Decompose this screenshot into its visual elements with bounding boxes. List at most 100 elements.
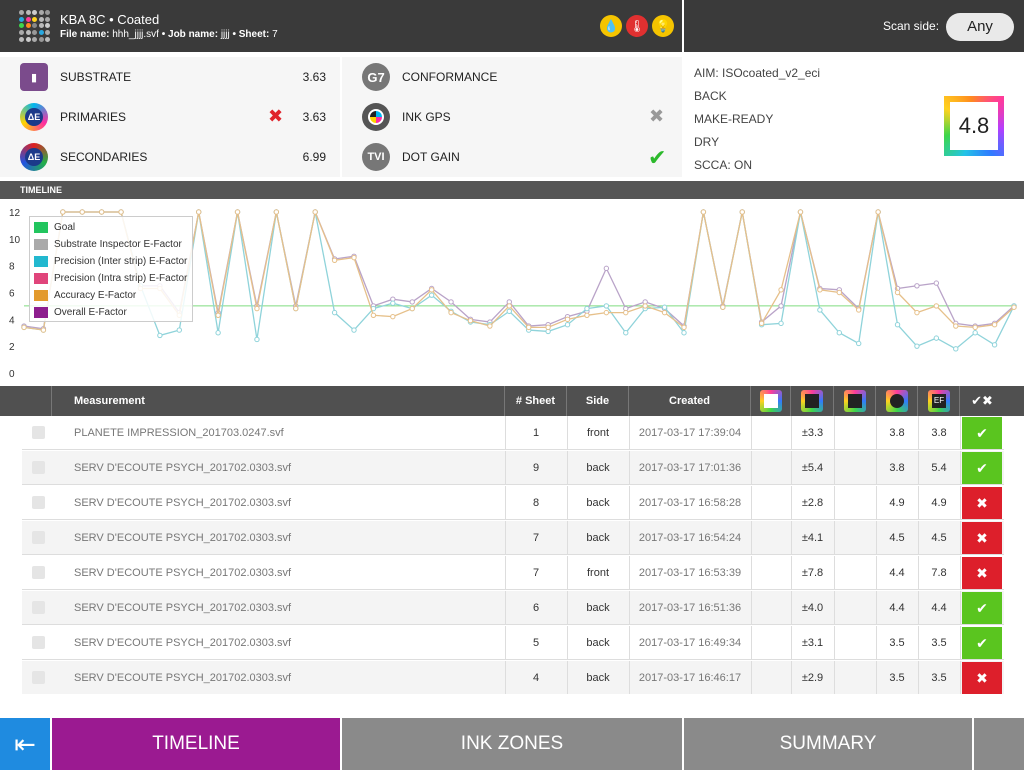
ef-column-header[interactable]: EF	[918, 386, 960, 416]
series-point[interactable]	[623, 309, 629, 316]
table-row[interactable]: SERV D'ECOUTE PSYCH_201702.0303.svf 5 back…	[22, 626, 1004, 660]
series-point[interactable]	[526, 324, 532, 331]
series-point[interactable]	[933, 335, 940, 341]
lightbulb-icon[interactable]: 💡	[652, 15, 674, 37]
metric-ink-gps[interactable]: INK GPS ✖	[342, 97, 682, 137]
series-point[interactable]	[1011, 304, 1017, 310]
series-point[interactable]	[991, 342, 998, 348]
series-point[interactable]	[953, 323, 959, 329]
measurement-column-header[interactable]: Measurement	[52, 386, 505, 416]
sheet-column-header[interactable]: # Sheet	[505, 386, 567, 416]
series-point[interactable]	[817, 307, 823, 313]
series-point[interactable]	[856, 340, 862, 347]
series-point[interactable]	[603, 309, 610, 316]
series-point[interactable]	[215, 330, 221, 336]
score-badge[interactable]: 4.8	[944, 96, 1004, 156]
series-point[interactable]	[254, 305, 260, 312]
series-point[interactable]	[817, 287, 823, 293]
metric-dot-gain[interactable]: TVI DOT GAIN ✔	[342, 137, 682, 177]
primaries-column-header[interactable]	[791, 386, 834, 416]
table-row[interactable]: SERV D'ECOUTE PSYCH_201702.0303.svf 9 back…	[22, 451, 1004, 485]
series-point[interactable]	[564, 316, 571, 323]
series-point[interactable]	[196, 209, 202, 215]
ink-drop-icon[interactable]: 💧	[600, 15, 622, 37]
row-checkbox[interactable]	[32, 566, 45, 579]
row-checkbox[interactable]	[32, 531, 45, 544]
table-row[interactable]: SERV D'ECOUTE PSYCH_201702.0303.svf 7 back…	[22, 521, 1004, 555]
series-point[interactable]	[234, 209, 241, 215]
row-checkbox[interactable]	[32, 496, 45, 509]
series-point[interactable]	[875, 209, 881, 215]
g7-column-header[interactable]	[876, 386, 918, 416]
series-point[interactable]	[98, 209, 105, 215]
metric-substrate[interactable]: ▮ SUBSTRATE 3.63	[0, 57, 340, 97]
series-point[interactable]	[681, 324, 687, 331]
series-point[interactable]	[972, 330, 978, 336]
series-point[interactable]	[933, 280, 940, 286]
series-point[interactable]	[118, 209, 124, 215]
series-point[interactable]	[681, 330, 687, 336]
series-point[interactable]	[370, 312, 377, 319]
series-point[interactable]	[312, 209, 318, 215]
series-point[interactable]	[351, 254, 357, 261]
series-point[interactable]	[79, 209, 85, 215]
series-point[interactable]	[293, 305, 299, 312]
series-point[interactable]	[661, 309, 668, 316]
row-checkbox[interactable]	[32, 671, 45, 684]
series-point[interactable]	[448, 299, 454, 305]
series-point[interactable]	[642, 303, 648, 309]
metric-primaries[interactable]: ΔE PRIMARIES ✖ 3.63	[0, 97, 340, 137]
series-point[interactable]	[797, 209, 804, 215]
series-point[interactable]	[758, 320, 765, 327]
row-checkbox[interactable]	[32, 636, 45, 649]
substrate-column-header[interactable]	[751, 386, 791, 416]
series-point[interactable]	[545, 324, 551, 331]
legend-item[interactable]: Substrate Inspector E-Factor	[34, 237, 182, 252]
series-point[interactable]	[60, 209, 66, 215]
series-point[interactable]	[428, 292, 435, 298]
series-point[interactable]	[409, 305, 415, 312]
thermometer-icon[interactable]: 🌡	[626, 15, 648, 37]
table-row[interactable]: SERV D'ECOUTE PSYCH_201702.0303.svf 7 fron…	[22, 556, 1004, 590]
series-point[interactable]	[584, 312, 590, 319]
legend-item[interactable]: Precision (Inter strip) E-Factor	[34, 254, 187, 269]
series-point[interactable]	[991, 322, 998, 328]
series-point[interactable]	[603, 265, 610, 272]
series-point[interactable]	[894, 322, 901, 328]
series-point[interactable]	[157, 332, 163, 339]
series-point[interactable]	[778, 320, 784, 327]
metric-secondaries[interactable]: ΔE SECONDARIES 6.99	[0, 137, 340, 177]
series-point[interactable]	[428, 287, 435, 293]
series-point[interactable]	[564, 322, 571, 328]
metric-conformance[interactable]: G7 CONFORMANCE	[342, 57, 682, 97]
series-point[interactable]	[914, 309, 920, 316]
series-point[interactable]	[331, 309, 338, 316]
series-point[interactable]	[836, 330, 842, 336]
table-row[interactable]: SERV D'ECOUTE PSYCH_201702.0303.svf 4 back…	[22, 661, 1004, 694]
legend-item[interactable]: Precision (Intra strip) E-Factor	[34, 271, 187, 286]
row-checkbox[interactable]	[32, 426, 45, 439]
series-point[interactable]	[40, 327, 47, 333]
exit-icon[interactable]: ⇤	[0, 718, 50, 770]
row-checkbox[interactable]	[32, 461, 45, 474]
series-point[interactable]	[506, 303, 512, 309]
series-point[interactable]	[331, 257, 338, 263]
series-point[interactable]	[215, 312, 221, 319]
series-point[interactable]	[856, 307, 862, 313]
table-row[interactable]: SERV D'ECOUTE PSYCH_201702.0303.svf 8 back…	[22, 486, 1004, 520]
series-point[interactable]	[603, 303, 610, 309]
side-column-header[interactable]: Side	[567, 386, 629, 416]
series-point[interactable]	[351, 327, 357, 333]
series-point[interactable]	[953, 346, 959, 352]
legend-item[interactable]: Accuracy E-Factor	[34, 288, 136, 303]
series-point[interactable]	[584, 305, 590, 312]
tab-summary[interactable]: SUMMARY	[684, 718, 972, 770]
series-point[interactable]	[914, 343, 920, 349]
series-point[interactable]	[700, 209, 707, 215]
series-point[interactable]	[409, 299, 415, 305]
series-point[interactable]	[914, 283, 920, 289]
series-point[interactable]	[390, 300, 396, 306]
table-row[interactable]: SERV D'ECOUTE PSYCH_201702.0303.svf 6 back…	[22, 591, 1004, 625]
series-point[interactable]	[720, 304, 726, 310]
scan-side-button[interactable]: Any	[946, 13, 1014, 41]
